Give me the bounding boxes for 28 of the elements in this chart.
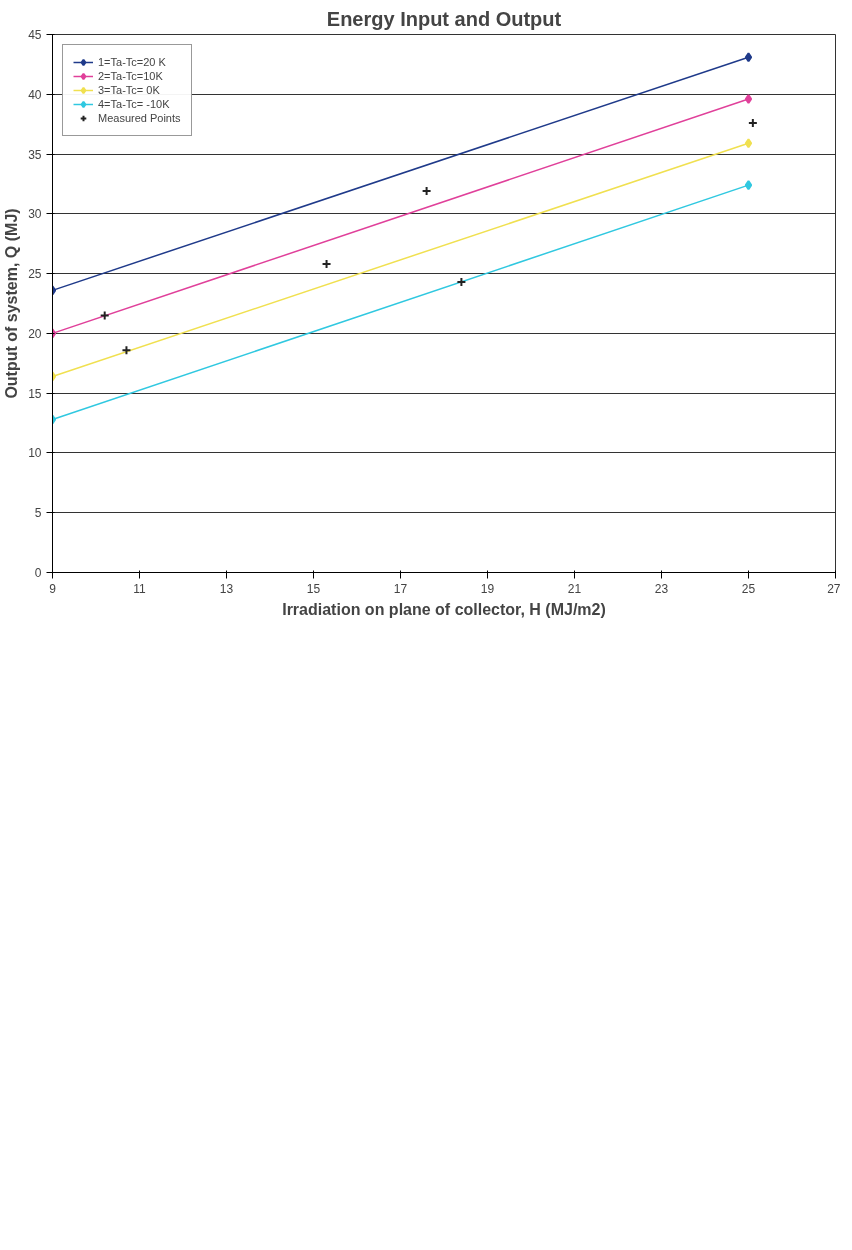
- y-tick-label: 25: [28, 267, 42, 282]
- y-tick-label: 40: [28, 87, 42, 102]
- legend-label: 4=Ta-Tc= -10K: [98, 98, 170, 110]
- y-tick-label: 35: [28, 147, 42, 162]
- x-tick-label: 15: [306, 581, 321, 596]
- x-tick-label: 27: [827, 581, 841, 596]
- legend-label: 3=Ta-Tc= 0K: [98, 84, 160, 96]
- x-tick-label: 13: [219, 581, 234, 596]
- y-tick-label: 20: [28, 326, 42, 341]
- y-tick-label: 15: [28, 386, 42, 401]
- x-axis-title: Irradiation on plane of collector, H (MJ/m2): [282, 600, 606, 618]
- x-tick-label: 23: [654, 581, 669, 596]
- x-tick-label: 17: [393, 581, 408, 596]
- y-tick-label: 10: [28, 446, 42, 461]
- y-tick-label: 5: [34, 506, 42, 521]
- legend-label: Measured Points: [98, 112, 181, 124]
- x-tick-label: 11: [133, 581, 147, 596]
- chart-title: Energy Input and Output: [326, 7, 562, 30]
- x-tick-label: 21: [567, 581, 582, 596]
- y-tick-label: 0: [34, 566, 42, 580]
- x-tick-label: 25: [741, 581, 756, 596]
- legend-label: 1=Ta-Tc=20 K: [98, 56, 166, 68]
- y-axis-title: Output of system, Q (MJ): [3, 208, 21, 399]
- y-tick-label: 45: [28, 28, 42, 42]
- x-tick-label: 19: [480, 581, 495, 596]
- legend-label: 2=Ta-Tc=10K: [98, 70, 163, 82]
- y-tick-label: 30: [28, 207, 42, 222]
- x-tick-label: 9: [49, 581, 57, 596]
